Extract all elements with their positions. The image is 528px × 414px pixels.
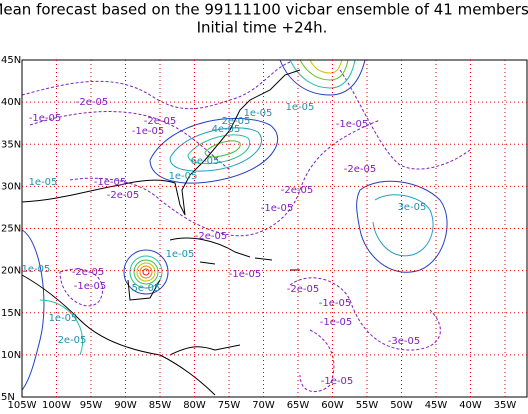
- x-tick-label: 70W: [252, 400, 275, 410]
- contour: [187, 134, 251, 165]
- contour: [39, 299, 84, 356]
- coastline: [199, 257, 300, 271]
- contour: [136, 262, 156, 282]
- contour: [339, 69, 471, 170]
- contour: [149, 117, 279, 184]
- contour: [299, 59, 349, 81]
- contour-label: 1e-05: [169, 171, 198, 182]
- y-tick-label: 5N: [1, 392, 15, 403]
- x-tick-label: 105W: [8, 400, 37, 410]
- contour-label: -1e-05: [319, 298, 351, 309]
- contour: [139, 265, 153, 279]
- y-tick-label: 45N: [1, 55, 21, 66]
- contour-label: 6e-05: [191, 156, 220, 167]
- contour-label: 1e-05: [244, 108, 273, 119]
- title-line: Initial time +24h.: [197, 19, 328, 37]
- y-tick-label: 35N: [1, 139, 21, 150]
- x-tick-label: 35W: [494, 400, 517, 410]
- x-tick-label: 80W: [183, 400, 206, 410]
- contour: [21, 229, 45, 391]
- contour-label: 4e-05: [212, 124, 241, 135]
- y-tick-label: 30N: [1, 181, 21, 192]
- coastline: [127, 279, 161, 301]
- contour-label: -1e-05: [336, 119, 368, 130]
- title-line: Mean forecast based on the 99111100 vicb…: [0, 1, 528, 19]
- contour: [133, 259, 159, 285]
- contour-label: 1e-05: [22, 264, 51, 275]
- contour-label: 2e-05: [222, 116, 251, 127]
- contour-label: 1e-05: [49, 313, 78, 324]
- contour-label: -1e-05: [261, 203, 293, 214]
- x-tick-label: 55W: [356, 400, 379, 410]
- contour-label: -1e-05: [229, 269, 261, 280]
- x-tick-label: 85W: [149, 400, 172, 410]
- y-tick-label: 40N: [1, 97, 21, 108]
- contour-label: -2e-05: [76, 97, 108, 108]
- x-tick-label: 50W: [390, 400, 413, 410]
- contour-label: 1e-05: [286, 102, 315, 113]
- contour-label: -2e-05: [144, 116, 176, 127]
- x-tick-label: 60W: [321, 400, 344, 410]
- contour-label: -2e-05: [107, 190, 139, 201]
- x-tick-label: 75W: [218, 400, 241, 410]
- contour-label: -1e-05: [132, 126, 164, 137]
- contour-label: 5e-05: [132, 283, 161, 294]
- contour: [142, 268, 150, 276]
- contour-label: -1e-05: [321, 376, 353, 387]
- y-tick-label: 25N: [1, 224, 21, 235]
- x-tick-label: 45W: [425, 400, 448, 410]
- contour-label: -2e-05: [72, 267, 104, 278]
- contour: [289, 59, 356, 89]
- contour: [169, 127, 262, 172]
- contour-label: -2e-05: [287, 284, 319, 295]
- x-tick-label: 65W: [287, 400, 310, 410]
- coastline: [21, 274, 241, 396]
- contour-label: -3e-05: [388, 336, 420, 347]
- contour-label: -2e-05: [344, 164, 376, 175]
- coastline: [21, 69, 301, 216]
- contour-label: 2e-05: [58, 335, 87, 346]
- contour: [21, 61, 291, 110]
- contour-label: -1e-05: [29, 113, 61, 124]
- y-tick-label: 15N: [1, 308, 21, 319]
- x-tick-label: 90W: [114, 400, 137, 410]
- contour-label: -2e-05: [281, 185, 313, 196]
- contour-label: -1e-05: [320, 317, 352, 328]
- contour: [309, 59, 343, 74]
- contour: [279, 59, 366, 96]
- coastline: [169, 237, 251, 258]
- contour: [129, 255, 163, 289]
- x-tick-label: 95W: [80, 400, 103, 410]
- contour-label: 3e-05: [398, 202, 427, 213]
- x-tick-label: 100W: [42, 400, 71, 410]
- y-tick-label: 20N: [1, 266, 21, 277]
- contour-label: 1e-05: [166, 249, 195, 260]
- contour: [289, 277, 441, 351]
- contour-label: -2e-05: [195, 231, 227, 242]
- y-tick-label: 10N: [1, 350, 21, 361]
- contour-label: 1e-05: [29, 177, 58, 188]
- contour: [204, 140, 241, 158]
- contour: [299, 329, 335, 393]
- contour-label: -1e-05: [74, 281, 106, 292]
- contour: [29, 111, 231, 171]
- contour: [372, 194, 434, 257]
- contour: [123, 249, 169, 295]
- coastline: [21, 69, 301, 396]
- x-tick-label: 40W: [459, 400, 482, 410]
- contours: [21, 59, 471, 393]
- contour-label: -1e-05: [94, 177, 126, 188]
- contour: [356, 180, 448, 273]
